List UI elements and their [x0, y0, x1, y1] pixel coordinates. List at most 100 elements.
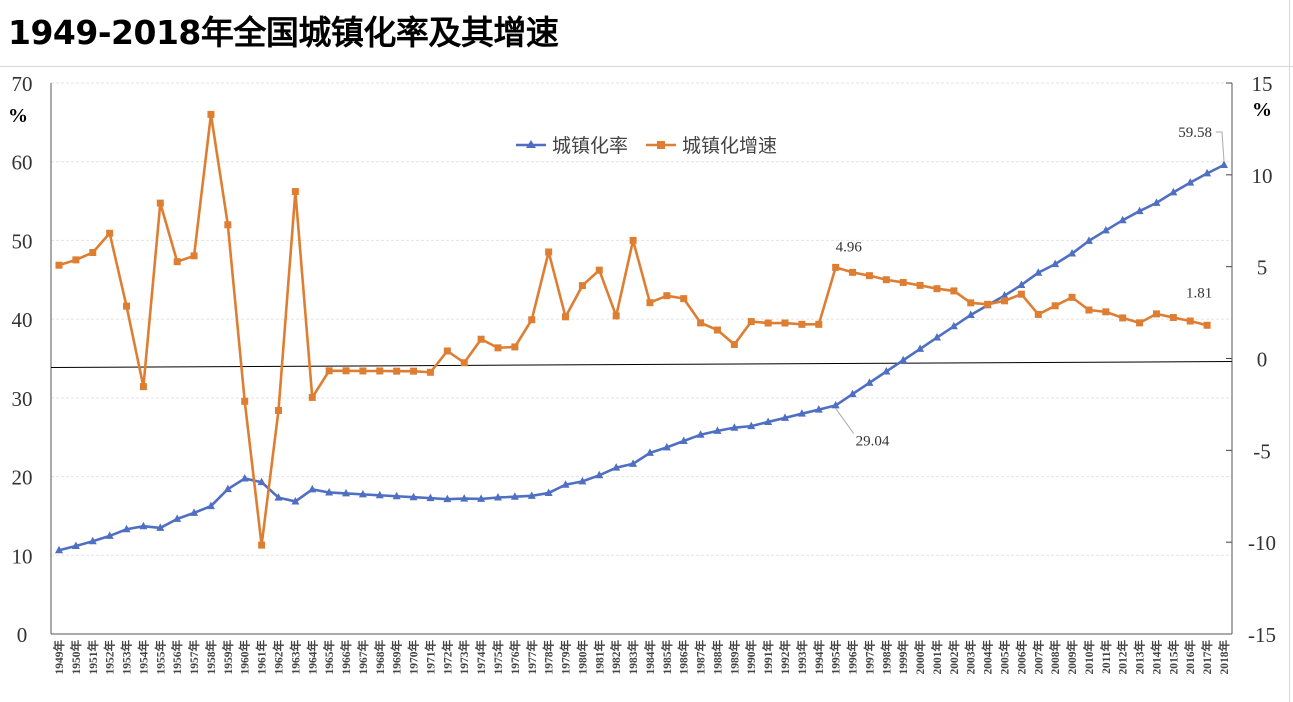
data-point-growth: [798, 320, 806, 328]
data-point-growth: [494, 344, 502, 352]
x-tick-label: 1981年: [592, 640, 606, 675]
data-point-rate: [814, 405, 823, 413]
data-point-rate: [105, 531, 114, 539]
data-point-rate: [848, 389, 857, 398]
data-point-rate: [831, 400, 840, 409]
data-point-growth: [578, 282, 586, 290]
zero-line: [50, 361, 1233, 368]
data-point-growth: [680, 295, 688, 303]
data-point-rate: [949, 321, 958, 330]
left-tick-label: 10: [12, 544, 33, 568]
data-point-rate: [139, 521, 148, 530]
data-point-growth: [224, 221, 232, 229]
data-point-growth: [241, 397, 249, 405]
x-tick-label: 1970年: [407, 640, 421, 675]
data-point-growth: [55, 261, 63, 269]
data-point-rate: [274, 493, 283, 501]
data-point-growth: [190, 252, 198, 260]
data-point-growth: [1169, 314, 1177, 322]
legend-marker-rate: [526, 140, 536, 148]
data-point-rate: [1118, 215, 1127, 224]
data-point-growth: [173, 258, 181, 266]
legend-label-rate: 城镇化率: [552, 135, 628, 157]
x-tick-label: 2018年: [1217, 640, 1231, 675]
x-tick-label: 1971年: [423, 640, 437, 675]
x-tick-label: 1972年: [440, 640, 454, 675]
data-point-growth: [443, 347, 451, 355]
data-point-rate: [190, 508, 199, 516]
data-point-rate: [206, 501, 215, 510]
x-tick-label: 2002年: [947, 640, 961, 675]
x-tick-label: 1963年: [288, 640, 302, 675]
data-label: 29.04: [856, 433, 890, 449]
data-point-rate: [325, 487, 334, 496]
x-tick-label: 1991年: [761, 640, 775, 675]
right-border: [1289, 0, 1290, 702]
x-tick-label: 1988年: [710, 640, 724, 675]
left-tick-label: 30: [12, 387, 33, 411]
data-point-rate: [1017, 280, 1026, 288]
x-tick-label: 1960年: [238, 640, 252, 675]
x-tick-label: 1987年: [694, 640, 708, 675]
data-point-growth: [730, 341, 738, 349]
data-point-rate: [1152, 198, 1161, 206]
data-point-rate: [493, 493, 502, 501]
data-point-rate: [1084, 236, 1093, 244]
data-point-rate: [240, 474, 249, 482]
left-tick-label: 70: [12, 72, 33, 96]
data-point-growth: [713, 326, 721, 334]
right-tick-label: 10: [1252, 164, 1273, 188]
data-point-rate: [1220, 160, 1228, 169]
data-point-growth: [308, 393, 316, 401]
data-point-rate: [1068, 248, 1077, 257]
data-point-growth: [325, 367, 333, 375]
data-point-growth: [747, 318, 755, 326]
legend-label-growth: 城镇化增速: [682, 135, 777, 157]
x-tick-label: 1998年: [879, 640, 893, 675]
data-point-rate: [409, 492, 418, 501]
data-label: 1.81: [1186, 285, 1212, 301]
x-tick-label: 2013年: [1133, 640, 1147, 675]
data-point-growth: [460, 359, 468, 367]
data-point-growth: [258, 541, 266, 549]
x-tick-label: 1975年: [491, 640, 505, 675]
data-point-growth: [123, 302, 131, 310]
data-point-rate: [696, 430, 705, 438]
data-point-growth: [1119, 314, 1127, 322]
right-tick-label: 5: [1257, 256, 1268, 280]
data-point-growth: [781, 319, 789, 327]
data-point-rate: [730, 423, 739, 431]
x-tick-label: 1955年: [153, 640, 167, 675]
data-point-growth: [882, 276, 890, 284]
data-point-rate: [1034, 268, 1043, 276]
data-point-growth: [663, 292, 671, 300]
x-tick-label: 2004年: [981, 640, 995, 675]
data-point-growth: [916, 281, 924, 289]
data-point-rate: [358, 489, 367, 498]
x-tick-label: 1984年: [643, 640, 657, 675]
x-tick-label: 1968年: [373, 640, 387, 675]
data-point-growth: [1001, 297, 1009, 305]
x-tick-label: 2007年: [1031, 640, 1045, 675]
right-unit-label: %: [1252, 99, 1272, 121]
x-tick-label: 1994年: [812, 640, 826, 675]
data-point-rate: [966, 310, 975, 318]
data-point-rate: [1000, 291, 1009, 299]
data-point-rate: [679, 436, 688, 444]
data-point-growth: [832, 263, 840, 271]
data-point-growth: [629, 236, 637, 244]
data-point-growth: [545, 248, 553, 256]
right-tick-label: -15: [1248, 623, 1276, 647]
x-tick-label: 2017年: [1200, 640, 1214, 675]
data-point-rate: [71, 541, 80, 549]
data-point-growth: [1152, 310, 1160, 318]
data-point-growth: [89, 249, 97, 257]
x-tick-label: 1952年: [103, 640, 117, 675]
x-tick-label: 1982年: [609, 640, 623, 675]
data-point-growth: [207, 110, 215, 118]
x-tick-label: 2016年: [1183, 640, 1197, 675]
page-title: 1949-2018年全国城镇化率及其增速: [8, 13, 559, 52]
data-point-growth: [646, 299, 654, 307]
left-tick-label: 0: [17, 623, 28, 647]
data-point-rate: [865, 378, 874, 386]
